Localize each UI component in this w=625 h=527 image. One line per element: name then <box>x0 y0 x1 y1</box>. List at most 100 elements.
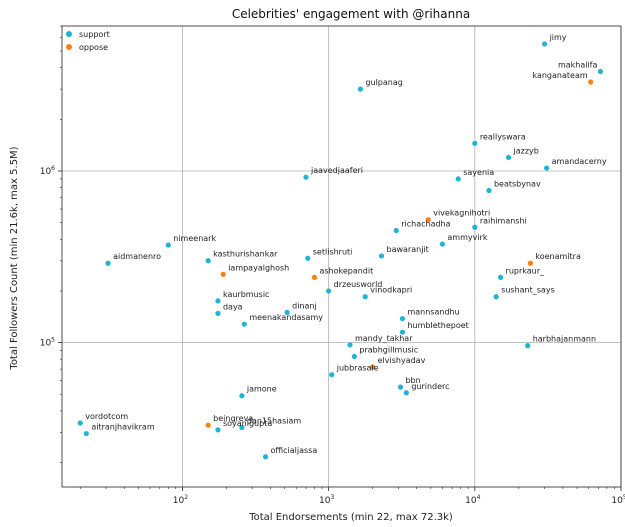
point-label-sushant_says: sushant_says <box>501 286 555 295</box>
point-label-soyanigupta: soyanigupta <box>223 419 272 428</box>
plot-frame <box>61 25 622 488</box>
data-point-mannsandhu <box>399 315 406 322</box>
data-points <box>77 41 604 460</box>
data-point-iampayalghosh <box>220 271 226 277</box>
point-label-bawaranjit: bawaranjit <box>387 245 429 254</box>
x-tick-label: 103 <box>319 494 334 506</box>
legend-label-oppose: oppose <box>79 43 108 52</box>
point-label-vinodkapri: vinodkapri <box>370 286 412 295</box>
point-label-vivekagnihotri: vivekagnihotri <box>433 209 490 218</box>
data-point-dinanj <box>284 309 290 315</box>
point-label-ammyvirk: ammyvirk <box>447 233 487 242</box>
data-point-soyanigupta <box>215 427 221 433</box>
legend-marker-support <box>66 31 72 37</box>
point-label-kanganateam: kanganateam <box>532 71 587 80</box>
data-point-harbhajanmann <box>525 343 531 349</box>
point-label-beingreva: beingreva <box>213 414 253 423</box>
data-point-jazzyb <box>505 154 512 161</box>
point-label-aidmanenro: aidmanenro <box>113 252 161 261</box>
data-point-beatsbynav <box>486 187 492 194</box>
point-label-humblethepoet: humblethepoet <box>407 321 468 330</box>
point-label-mandy_takhar: mandy_takhar <box>355 334 413 343</box>
data-point-nimeenark <box>165 242 171 248</box>
data-point-ammyvirk <box>439 241 445 247</box>
point-label-elvishyadav: elvishyadav <box>378 356 426 365</box>
point-label-jamone: jamone <box>246 385 277 394</box>
legend-marker-oppose <box>66 44 72 50</box>
x-tick-label: 102 <box>173 494 188 506</box>
point-label-kaurbmusic: kaurbmusic <box>223 290 269 299</box>
x-tick-label: 105 <box>611 494 625 506</box>
point-label-harbhajanmann: harbhajanmann <box>533 335 596 344</box>
data-point-vinodkapri <box>362 294 368 300</box>
data-point-kanganateam <box>588 79 594 85</box>
point-label-dan15hasiam: dan15hasiam <box>247 416 301 425</box>
point-label-gulpanag: gulpanag <box>365 78 402 87</box>
point-label-raihimanshi: raihimanshi <box>480 216 527 225</box>
point-label-setlishruti: setlishruti <box>313 247 353 256</box>
data-point-meenakandasamy <box>241 321 247 327</box>
point-label-jimy: jimy <box>549 33 567 42</box>
point-label-reallyswara: reallyswara <box>480 132 526 141</box>
data-point-dan15hasiam <box>239 424 245 431</box>
data-point-vivekagnihotri <box>425 217 431 223</box>
data-point-gulpanag <box>357 86 364 92</box>
point-label-amandacerny: amandacerny <box>552 157 607 166</box>
data-point-jubbrasale <box>329 372 335 378</box>
point-label-daya: daya <box>223 302 243 311</box>
y-tick-label: 106 <box>40 165 55 177</box>
point-label-koenamitra: koenamitra <box>535 252 581 261</box>
data-point-drzeusworld <box>326 288 332 294</box>
data-point-setlishruti <box>305 255 311 261</box>
point-label-meenakandasamy: meenakandasamy <box>249 313 323 322</box>
point-label-ashokepandit: ashokepandit <box>319 266 373 275</box>
data-point-kasthurishankar <box>205 258 211 264</box>
point-label-officialjassa: officialjassa <box>271 446 318 455</box>
data-point-daya <box>215 310 221 316</box>
y-tick-label: 105 <box>40 337 55 349</box>
data-point-officialjassa <box>262 454 269 460</box>
point-label-ruprkaur_: ruprkaur_ <box>506 266 545 275</box>
data-point-elvishyadav <box>370 364 376 370</box>
data-point-humblethepoet <box>399 329 406 335</box>
data-point-aidmanenro <box>105 260 111 266</box>
point-label-bbn: bbn <box>405 376 420 385</box>
data-point-sayenia <box>455 176 461 182</box>
point-label-mannsandhu: mannsandhu <box>407 308 459 317</box>
y-axis-title: Total Followers Count (min 21.6k, max 5.… <box>9 146 20 370</box>
data-point-vordotcom <box>77 420 83 426</box>
chart-title: Celebrities' engagement with @rihanna <box>232 7 470 21</box>
point-label-drzeusworld: drzeusworld <box>334 280 383 289</box>
point-label-jazzyb: jazzyb <box>513 146 539 155</box>
data-point-mandy_takhar <box>347 342 353 348</box>
data-point-amandacerny <box>544 165 550 171</box>
point-label-prabhgillmusic: prabhgillmusic <box>359 345 418 354</box>
point-label-aitranjhavikram: aitranjhavikram <box>91 423 155 432</box>
point-label-makhalifa: makhalifa <box>558 61 598 70</box>
data-point-prabhgillmusic <box>351 353 357 360</box>
point-label-sayenia: sayenia <box>463 168 494 177</box>
data-point-aitranjhavikram <box>83 430 89 437</box>
point-label-jaavedjaaferi: jaavedjaaferi <box>310 166 363 175</box>
point-label-nimeenark: nimeenark <box>173 234 216 243</box>
data-point-jamone <box>239 393 245 399</box>
data-point-richachadha <box>393 227 399 234</box>
data-point-gurinderc <box>403 390 409 396</box>
axis-ticks: 102 103 104 105 105 106 <box>40 25 625 506</box>
point-label-gurinderc: gurinderc <box>411 382 449 391</box>
data-point-makhalifa <box>597 68 604 75</box>
data-point-ruprkaur_ <box>497 274 504 280</box>
legend-label-support: support <box>79 30 110 39</box>
data-point-ashokepandit <box>311 274 318 280</box>
legend: support oppose <box>66 30 110 52</box>
data-point-koenamitra <box>527 260 533 266</box>
data-point-kaurbmusic <box>215 298 221 304</box>
data-point-reallyswara <box>472 140 478 146</box>
data-point-raihimanshi <box>472 224 478 230</box>
data-point-jaavedjaaferi <box>303 174 309 180</box>
point-label-vordotcom: vordotcom <box>85 412 128 421</box>
